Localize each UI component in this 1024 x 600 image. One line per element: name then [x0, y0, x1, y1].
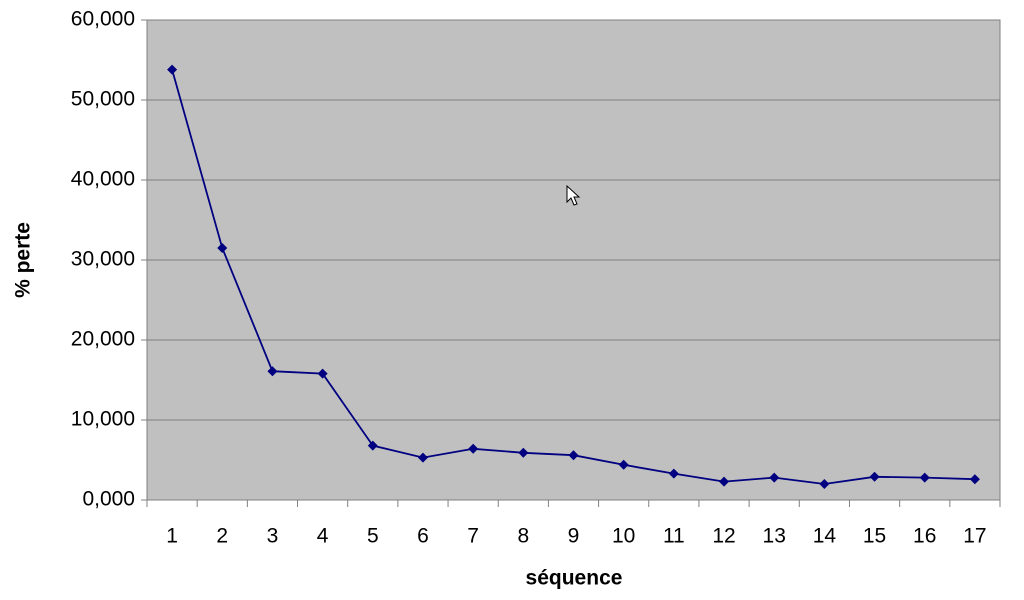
data-point	[769, 472, 780, 483]
x-tick-label: 1	[166, 525, 178, 548]
x-tick-label: 2	[216, 525, 228, 548]
data-point	[518, 447, 529, 458]
x-tick-label: 17	[963, 525, 986, 548]
data-point	[367, 440, 378, 451]
x-tick-label: 4	[317, 525, 329, 548]
data-point	[869, 471, 880, 482]
y-tick-label: 60,000	[71, 8, 135, 31]
data-point	[919, 472, 930, 483]
x-tick-label: 5	[367, 525, 379, 548]
y-tick-label: 30,000	[71, 248, 135, 271]
x-tick-label: 15	[863, 525, 886, 548]
x-tick-label: 12	[712, 525, 735, 548]
x-axis-title: séquence	[526, 567, 623, 590]
mouse-cursor	[566, 184, 581, 206]
x-tick-label: 7	[467, 525, 479, 548]
x-tick-label: 13	[763, 525, 786, 548]
data-point	[468, 443, 479, 454]
data-point	[217, 243, 228, 253]
data-point	[719, 476, 730, 487]
x-tick-label: 8	[517, 525, 529, 548]
x-tick-label: 16	[913, 525, 936, 548]
y-tick-label: 40,000	[71, 168, 135, 191]
data-point	[417, 452, 428, 463]
data-point	[819, 479, 830, 489]
x-tick-label: 11	[663, 525, 685, 548]
data-point	[568, 450, 579, 461]
data-point	[167, 64, 178, 75]
x-tick-label: 9	[568, 525, 580, 548]
data-point	[668, 468, 679, 479]
y-tick-label: 0,000	[82, 488, 135, 511]
x-tick-label: 14	[813, 525, 837, 548]
y-tick-label: 20,000	[71, 328, 135, 351]
data-point	[969, 474, 980, 485]
data-point	[317, 368, 328, 379]
data-point	[618, 459, 629, 470]
y-tick-label: 10,000	[71, 408, 135, 431]
x-tick-label: 10	[612, 525, 635, 548]
x-tick-label: 6	[417, 525, 429, 548]
y-axis-title: % perte	[12, 222, 35, 298]
y-tick-label: 50,000	[71, 88, 135, 111]
data-point	[267, 366, 278, 377]
x-tick-label: 3	[267, 525, 279, 548]
